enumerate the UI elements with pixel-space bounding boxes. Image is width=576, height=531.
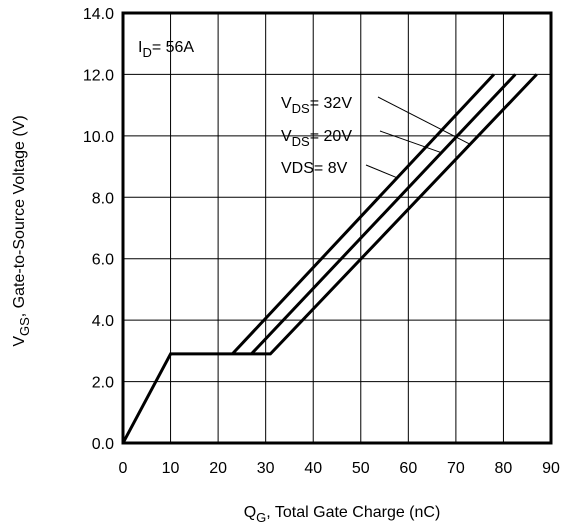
y-tick-label: 6.0: [92, 252, 114, 269]
y-tick-label: 10.0: [83, 129, 114, 146]
y-tick-label: 0.0: [92, 436, 114, 453]
series-line-3: [231, 73, 495, 355]
x-tick-label: 60: [399, 460, 417, 477]
x-tick-label: 10: [162, 460, 180, 477]
x-tick-label: 50: [352, 460, 370, 477]
series-leader-line-3: [365, 164, 398, 179]
series-line-1: [121, 73, 538, 444]
plot-frame: [121, 11, 553, 445]
label-layer: VDS= 32V VDS= 20V VDS= 8V: [281, 95, 471, 179]
y-tick-label: 12.0: [83, 67, 114, 84]
tick-layer: 0 10 20 30 40 50 60 70 80 90 0.0 2.0 4.0 6.0 8.0 10.0 12…: [83, 6, 560, 477]
x-tick-label: 90: [542, 460, 560, 477]
x-tick-label: 30: [257, 460, 275, 477]
series-label-3: VDS= 8V: [281, 160, 348, 177]
x-tick-label: 20: [209, 460, 227, 477]
series-layer: [121, 73, 538, 444]
y-tick-label: 2.0: [92, 375, 114, 392]
series-leader-line-1: [377, 96, 471, 145]
y-tick-label: 4.0: [92, 313, 114, 330]
y-tick-label: 8.0: [92, 190, 114, 207]
series-label-1: VDS= 32V: [281, 95, 352, 116]
x-tick-label: 80: [495, 460, 513, 477]
series-label-2: VDS= 20V: [281, 128, 352, 149]
y-tick-label: 14.0: [83, 6, 114, 23]
annotation-id-label: ID= 56A: [138, 39, 194, 60]
grid-layer: [123, 13, 551, 443]
x-axis-title: QG, Total Gate Charge (nC): [244, 504, 441, 525]
y-axis-title: VGS, Gate-to-Source Voltage (V): [11, 115, 32, 346]
series-line-2: [250, 73, 517, 355]
x-tick-label: 70: [447, 460, 465, 477]
x-tick-label: 40: [304, 460, 322, 477]
x-tick-label: 0: [119, 460, 128, 477]
series-leader-line-2: [379, 130, 442, 154]
